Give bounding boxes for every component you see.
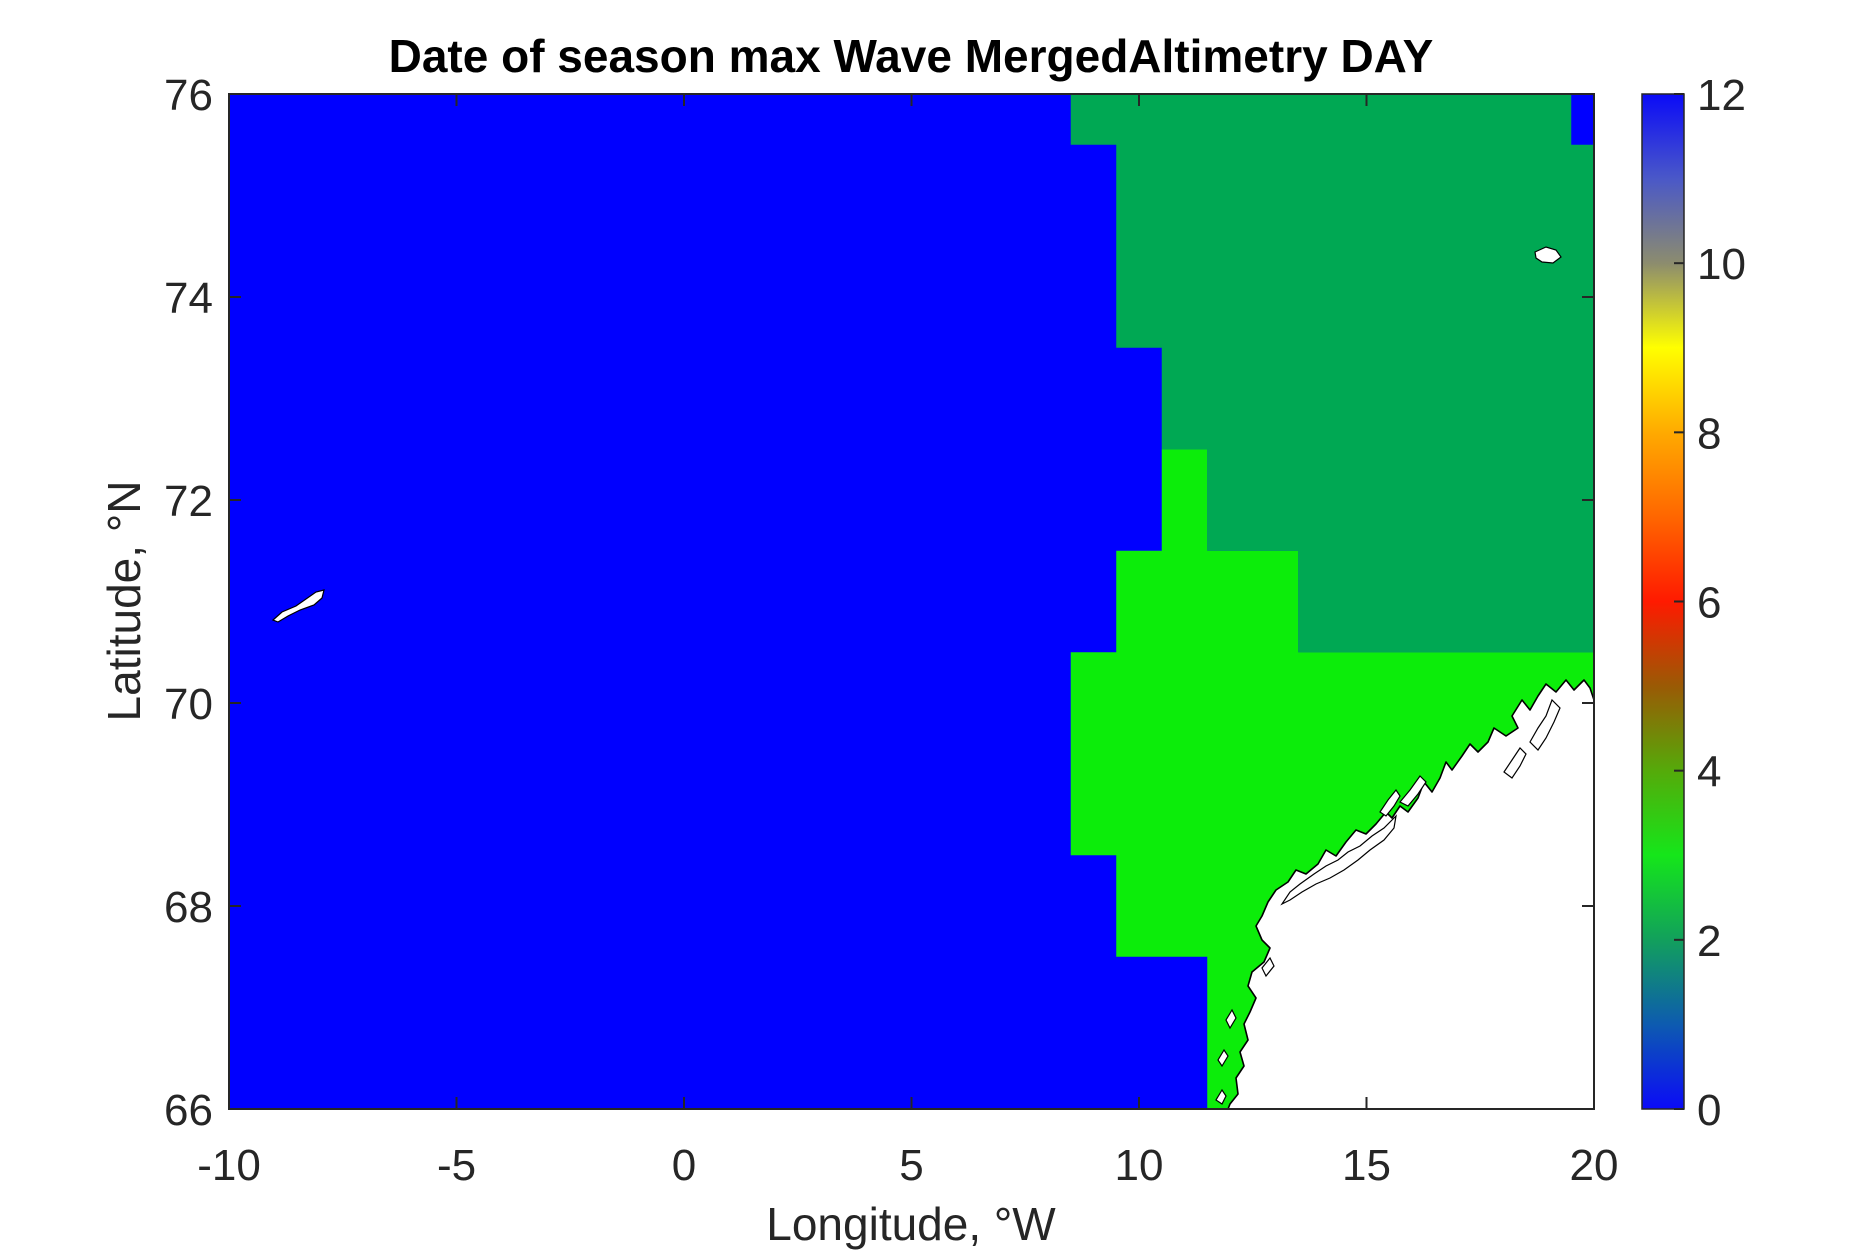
land-jan-mayen bbox=[271, 589, 325, 623]
y-axis-ticks: 76 74 72 70 68 66 bbox=[164, 71, 1594, 1135]
land-islands-north bbox=[1379, 698, 1561, 817]
colorbar-tick-label: 10 bbox=[1697, 240, 1746, 289]
x-tick-label: -10 bbox=[197, 1141, 261, 1190]
colorbar-tick-label: 0 bbox=[1697, 1086, 1721, 1135]
y-axis-label: Latitude, °N bbox=[98, 481, 150, 722]
y-tick-label: 76 bbox=[164, 71, 213, 120]
colorbar: 12 10 8 6 4 2 0 bbox=[1641, 71, 1746, 1135]
colorbar-ticks: 12 10 8 6 4 2 0 bbox=[1674, 71, 1746, 1135]
y-tick-label: 72 bbox=[164, 477, 213, 526]
x-tick-label: 20 bbox=[1570, 1141, 1619, 1190]
x-tick-label: 0 bbox=[672, 1141, 696, 1190]
y-tick-label: 66 bbox=[164, 1086, 213, 1135]
colorbar-tick-label: 8 bbox=[1697, 409, 1721, 458]
colorbar-tick-label: 6 bbox=[1697, 579, 1721, 628]
land-masses bbox=[271, 246, 1594, 1109]
x-tick-label: 10 bbox=[1115, 1141, 1164, 1190]
plot-area bbox=[229, 94, 1594, 1109]
colorbar-tick-label: 2 bbox=[1697, 917, 1721, 966]
land-islands-south bbox=[1215, 956, 1275, 1105]
land-lofoten bbox=[1280, 814, 1397, 906]
colorbar-tick-label: 4 bbox=[1697, 748, 1721, 797]
x-tick-label: -5 bbox=[437, 1141, 476, 1190]
x-axis-label: Longitude, °W bbox=[766, 1198, 1056, 1250]
land-bear-island bbox=[1534, 246, 1562, 264]
colorbar-tick-label: 12 bbox=[1697, 71, 1746, 120]
x-tick-label: 15 bbox=[1342, 1141, 1391, 1190]
x-axis-ticks: -10 -5 0 5 10 15 20 bbox=[197, 94, 1618, 1190]
y-tick-label: 68 bbox=[164, 883, 213, 932]
land-norway-coast bbox=[1227, 679, 1594, 1109]
y-tick-label: 74 bbox=[164, 274, 213, 323]
chart-title: Date of season max Wave MergedAltimetry … bbox=[389, 30, 1434, 82]
y-tick-label: 70 bbox=[164, 680, 213, 729]
region-north-east bbox=[1070, 94, 1594, 653]
x-tick-label: 5 bbox=[899, 1141, 923, 1190]
